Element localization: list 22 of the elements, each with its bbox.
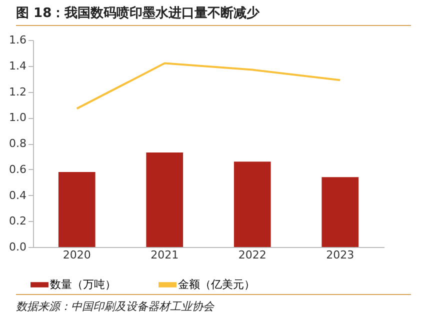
y-tick-label: 0.2: [9, 214, 26, 228]
source-note: 数据来源：中国印刷及设备器材工业协会: [16, 294, 411, 314]
bar: [234, 162, 271, 247]
y-tick-label: 1.2: [9, 85, 26, 98]
line-series: [76, 62, 342, 110]
y-tick-label: 0.0: [9, 240, 26, 254]
x-tick-label: 2022: [238, 248, 266, 262]
y-tick-label: 1.6: [9, 34, 26, 46]
bar: [322, 177, 359, 247]
y-tick-label: 0.4: [9, 188, 26, 202]
y-tick-label: 1.4: [9, 59, 26, 72]
bar: [58, 172, 96, 247]
legend-label: 金额（亿美元）: [178, 278, 255, 291]
x-tick-label: 2023: [326, 248, 354, 262]
y-tick-label: 0.6: [9, 162, 26, 176]
chart-title: 图 18：我国数码喷印墨水进口量不断减少: [16, 4, 411, 26]
bar: [146, 152, 184, 247]
x-tick-label: 2020: [62, 248, 91, 262]
x-tick-label: 2021: [150, 248, 179, 262]
legend-label: 数量（万吨）: [50, 278, 116, 291]
y-tick-label: 0.8: [9, 137, 26, 150]
y-tick-label: 1.0: [9, 111, 26, 124]
